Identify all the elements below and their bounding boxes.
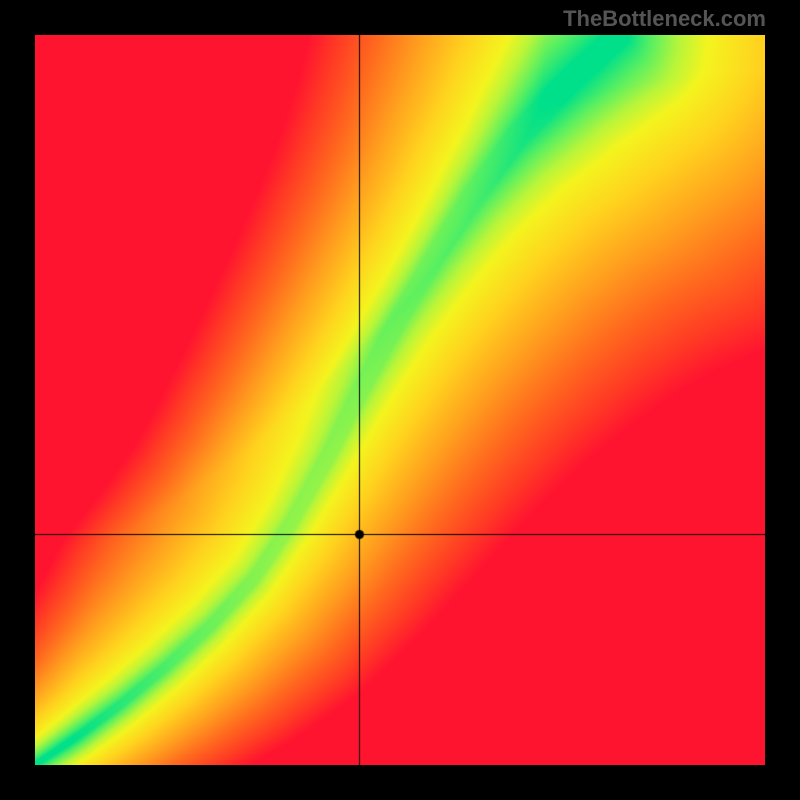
heatmap-canvas — [35, 35, 765, 765]
heatmap-plot — [35, 35, 765, 765]
watermark-text: TheBottleneck.com — [563, 6, 766, 32]
